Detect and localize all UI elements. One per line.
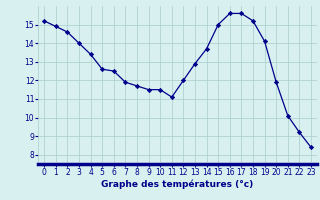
X-axis label: Graphe des températures (°c): Graphe des températures (°c)	[101, 180, 254, 189]
